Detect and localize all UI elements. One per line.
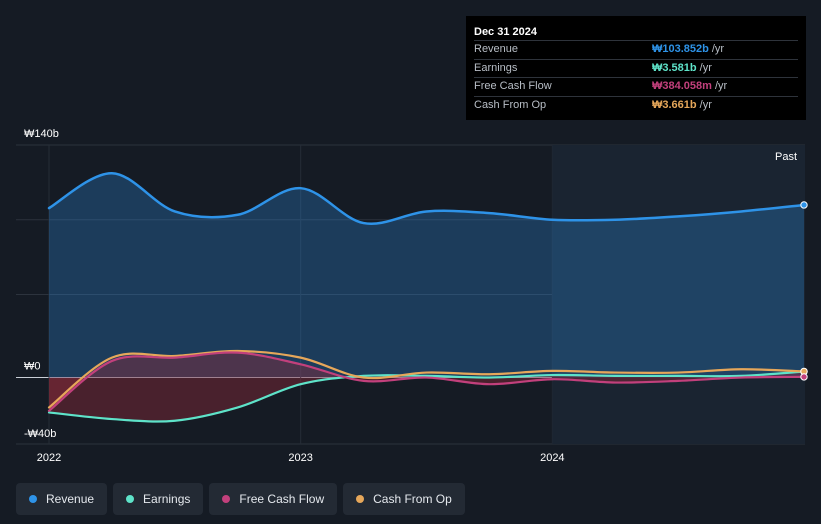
area-revenue [49, 173, 804, 378]
area-free-cash-flow [49, 352, 804, 411]
past-label: Past [775, 151, 797, 163]
data-tooltip: Dec 31 2024 Revenue ₩103.852b /yr Earnin… [466, 16, 806, 120]
legend-dot-icon [356, 495, 365, 503]
tooltip-unit: /yr [714, 80, 728, 92]
line-cash-from-op [47, 349, 806, 409]
tooltip-label: Cash From Op [474, 98, 547, 111]
tooltip-label: Revenue [474, 43, 519, 55]
line-earnings [47, 370, 806, 423]
line-free-cash-flow [47, 351, 806, 412]
legend-dot-icon [29, 495, 37, 503]
past-region-shade [552, 145, 805, 444]
legend-dot-icon [222, 495, 231, 503]
legend-label: Revenue [46, 492, 95, 506]
y-tick-label: ₩140b [24, 128, 59, 140]
tooltip-label: Free Cash Flow [474, 80, 552, 92]
chart-legend: Revenue Earnings Free Cash Flow Cash Fro… [16, 483, 465, 515]
tooltip-date: Dec 31 2024 [474, 26, 537, 38]
tooltip-value: ₩3.661b [652, 98, 697, 111]
tooltip-row-earnings: Earnings ₩3.581b /yr [474, 58, 798, 78]
x-tick-label: 2023 [288, 452, 312, 464]
legend-item-free-cash-flow[interactable]: Free Cash Flow [209, 483, 338, 515]
area-earnings [49, 371, 804, 422]
x-tick-label: 2022 [37, 452, 61, 464]
tooltip-unit: /yr [699, 98, 712, 111]
y-tick-label: -₩40b [24, 428, 56, 440]
legend-label: Free Cash Flow [239, 492, 325, 506]
tooltip-unit: /yr [699, 61, 712, 74]
tooltip-row-free-cash-flow: Free Cash Flow ₩384.058m /yr [474, 77, 798, 96]
series-areas [49, 173, 804, 422]
endpoint-revenue[interactable] [800, 201, 808, 209]
legend-item-revenue[interactable]: Revenue [16, 483, 108, 515]
tooltip-unit: /yr [711, 43, 725, 55]
y-tick-label: ₩0 [24, 361, 41, 373]
legend-label: Earnings [143, 492, 191, 506]
tooltip-label: Earnings [474, 61, 518, 74]
legend-item-earnings[interactable]: Earnings [113, 483, 204, 515]
series-lines [47, 171, 806, 423]
endpoint-free-cash-flow[interactable] [800, 373, 808, 381]
series-endpoints[interactable] [800, 201, 808, 381]
line-revenue [47, 171, 806, 225]
legend-label: Cash From Op [373, 492, 452, 506]
y-axis-labels: ₩140b ₩0 -₩40b [24, 128, 59, 440]
x-tick-label: 2024 [540, 452, 564, 464]
tooltip-value: ₩3.581b [652, 61, 697, 74]
tooltip-row-revenue: Revenue ₩103.852b /yr [474, 40, 798, 59]
tooltip-value: ₩103.852b [652, 43, 709, 55]
legend-dot-icon [126, 495, 135, 503]
tooltip-value: ₩384.058m [652, 80, 712, 92]
x-axis-labels: 2022 2023 2024 [37, 452, 565, 464]
tooltip-row-cash-from-op: Cash From Op ₩3.661b /yr [474, 95, 798, 115]
legend-item-cash-from-op[interactable]: Cash From Op [343, 483, 465, 515]
